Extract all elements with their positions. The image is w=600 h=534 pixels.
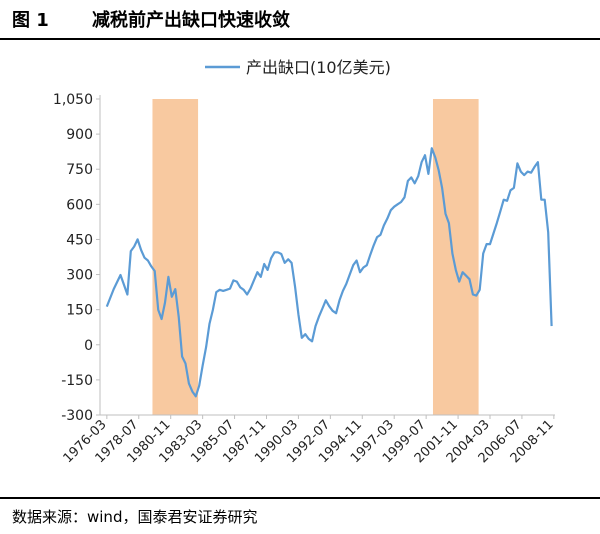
figure-title: 减税前产出缺口快速收敛 — [92, 10, 290, 31]
y-tick-label: 600 — [66, 197, 93, 213]
gap-chart: -300-15001503004506007509001,0501976-031… — [53, 58, 557, 466]
y-tick-label: 900 — [66, 127, 93, 143]
y-tick-label: 750 — [66, 162, 93, 178]
series-line — [105, 147, 553, 398]
figure-header: 图 1 减税前产出缺口快速收敛 — [0, 0, 600, 40]
y-tick-label: -300 — [61, 408, 93, 424]
shaded-period-2 — [432, 99, 479, 415]
y-tick-label: 150 — [66, 303, 93, 319]
y-tick-label: 1,050 — [53, 92, 93, 108]
legend-label: 产出缺口(10亿美元) — [246, 58, 391, 77]
figure-label: 图 1 — [12, 10, 49, 31]
y-tick-label: 450 — [66, 232, 93, 248]
top-rule — [0, 38, 600, 40]
bottom-rule — [0, 497, 600, 499]
y-tick-label: 0 — [84, 338, 93, 354]
y-tick-label: -150 — [61, 373, 93, 389]
shaded-period-1 — [152, 99, 199, 415]
source-note: 数据来源：wind，国泰君安证券研究 — [12, 508, 258, 526]
y-tick-label: 300 — [66, 268, 93, 284]
